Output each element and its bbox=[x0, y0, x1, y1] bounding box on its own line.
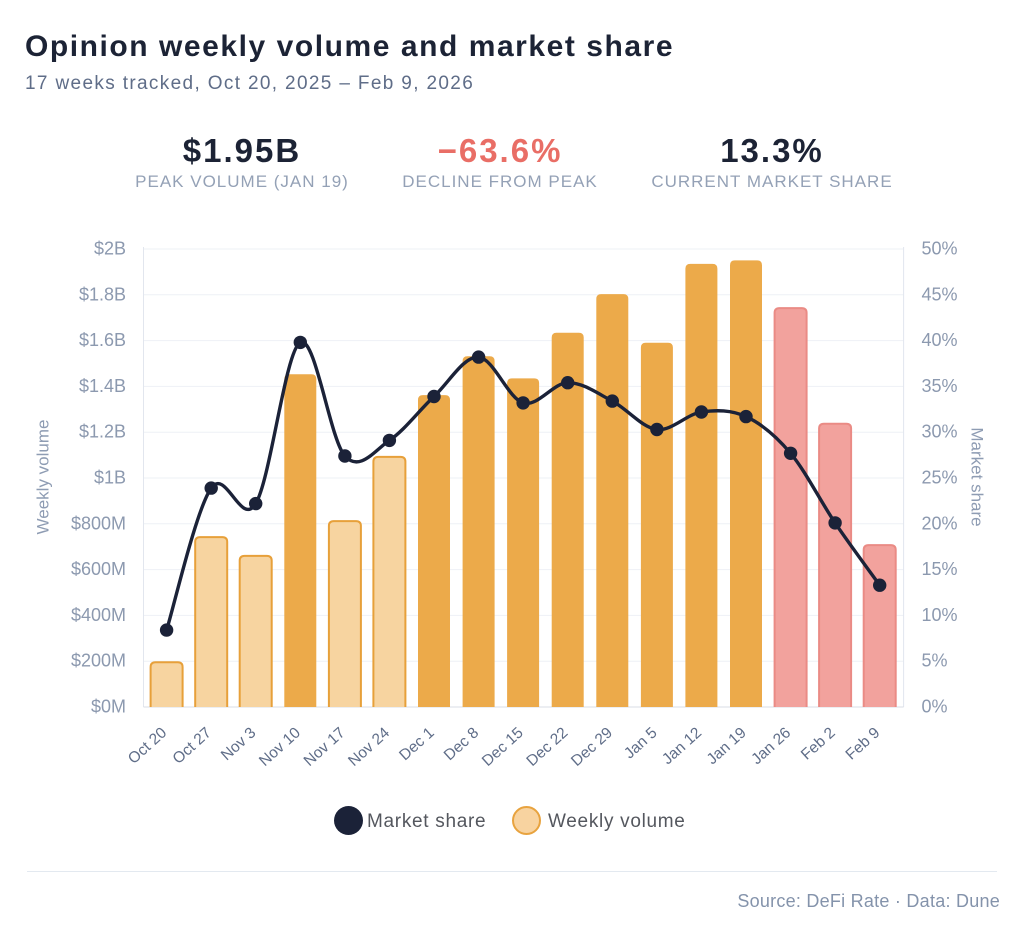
svg-text:$2B: $2B bbox=[94, 239, 126, 259]
svg-text:Jan 12: Jan 12 bbox=[659, 724, 705, 768]
svg-text:Dec 15: Dec 15 bbox=[479, 724, 527, 770]
svg-text:Jan 26: Jan 26 bbox=[748, 724, 794, 768]
svg-text:Feb 2: Feb 2 bbox=[798, 724, 839, 763]
svg-text:Feb 9: Feb 9 bbox=[843, 724, 884, 763]
svg-text:Dec 8: Dec 8 bbox=[441, 724, 482, 764]
svg-text:Nov 17: Nov 17 bbox=[301, 724, 349, 770]
svg-text:Dec 29: Dec 29 bbox=[568, 724, 616, 770]
svg-text:10%: 10% bbox=[922, 605, 958, 625]
svg-text:Oct 27: Oct 27 bbox=[170, 724, 215, 767]
svg-text:Nov 24: Nov 24 bbox=[345, 724, 393, 770]
svg-text:15%: 15% bbox=[922, 559, 958, 579]
svg-text:$800M: $800M bbox=[71, 513, 126, 533]
svg-text:25%: 25% bbox=[922, 468, 958, 488]
svg-text:35%: 35% bbox=[922, 376, 958, 396]
svg-text:5%: 5% bbox=[922, 651, 948, 671]
svg-text:$0M: $0M bbox=[91, 697, 126, 717]
svg-text:45%: 45% bbox=[922, 284, 958, 304]
svg-text:$400M: $400M bbox=[71, 605, 126, 625]
svg-text:$1B: $1B bbox=[94, 468, 126, 488]
svg-text:50%: 50% bbox=[922, 239, 958, 259]
svg-text:20%: 20% bbox=[922, 513, 958, 533]
svg-text:Dec 22: Dec 22 bbox=[523, 724, 571, 770]
svg-text:Dec 1: Dec 1 bbox=[396, 724, 437, 764]
svg-text:$1.4B: $1.4B bbox=[79, 376, 126, 396]
svg-text:$1.2B: $1.2B bbox=[79, 422, 126, 442]
svg-text:$1.8B: $1.8B bbox=[79, 284, 126, 304]
svg-text:$200M: $200M bbox=[71, 651, 126, 671]
svg-text:Market share: Market share bbox=[968, 427, 987, 526]
svg-text:Weekly volume: Weekly volume bbox=[34, 420, 53, 535]
svg-text:Nov 10: Nov 10 bbox=[256, 724, 304, 770]
svg-text:30%: 30% bbox=[922, 422, 958, 442]
svg-text:Nov 3: Nov 3 bbox=[218, 724, 259, 764]
svg-text:Oct 20: Oct 20 bbox=[125, 724, 171, 767]
svg-text:0%: 0% bbox=[922, 697, 948, 717]
svg-text:$600M: $600M bbox=[71, 559, 126, 579]
svg-text:Jan 5: Jan 5 bbox=[621, 724, 661, 762]
svg-text:40%: 40% bbox=[922, 330, 958, 350]
svg-text:Jan 19: Jan 19 bbox=[704, 724, 750, 768]
svg-text:$1.6B: $1.6B bbox=[79, 330, 126, 350]
